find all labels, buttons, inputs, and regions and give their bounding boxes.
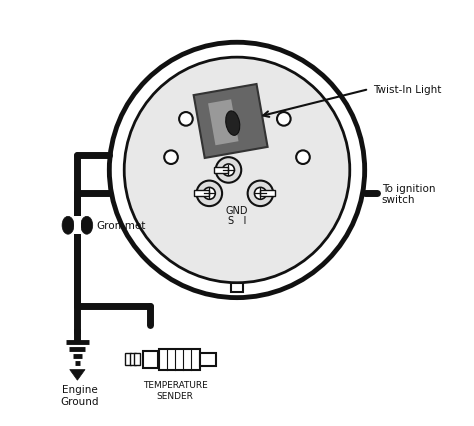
Circle shape xyxy=(124,58,350,283)
Bar xyxy=(126,354,131,366)
Text: To ignition
switch: To ignition switch xyxy=(382,183,435,204)
Bar xyxy=(231,283,243,292)
Text: Engine
Ground: Engine Ground xyxy=(60,385,99,406)
Bar xyxy=(194,191,210,197)
Ellipse shape xyxy=(62,217,74,235)
Circle shape xyxy=(164,151,178,164)
Ellipse shape xyxy=(226,112,240,136)
Polygon shape xyxy=(70,370,85,380)
Text: S   I: S I xyxy=(228,216,246,226)
Bar xyxy=(214,167,228,173)
Bar xyxy=(74,217,81,235)
Circle shape xyxy=(255,188,266,200)
Text: Twist-In Light: Twist-In Light xyxy=(373,85,442,95)
Bar xyxy=(143,351,158,368)
Polygon shape xyxy=(208,100,238,146)
Circle shape xyxy=(277,113,291,127)
Text: GND: GND xyxy=(226,206,248,216)
Text: Grommet: Grommet xyxy=(97,221,146,231)
Ellipse shape xyxy=(81,217,93,235)
Circle shape xyxy=(203,188,215,200)
Bar xyxy=(159,349,200,370)
Circle shape xyxy=(296,151,310,164)
Circle shape xyxy=(197,181,222,207)
Bar xyxy=(200,353,216,366)
Bar xyxy=(130,354,136,366)
Text: TEMPERATURE
SENDER: TEMPERATURE SENDER xyxy=(143,380,208,400)
Bar xyxy=(260,191,275,197)
Polygon shape xyxy=(194,85,268,158)
Circle shape xyxy=(222,164,235,176)
Bar xyxy=(134,354,140,366)
Circle shape xyxy=(179,113,193,127)
Circle shape xyxy=(216,158,241,183)
Circle shape xyxy=(247,181,273,207)
